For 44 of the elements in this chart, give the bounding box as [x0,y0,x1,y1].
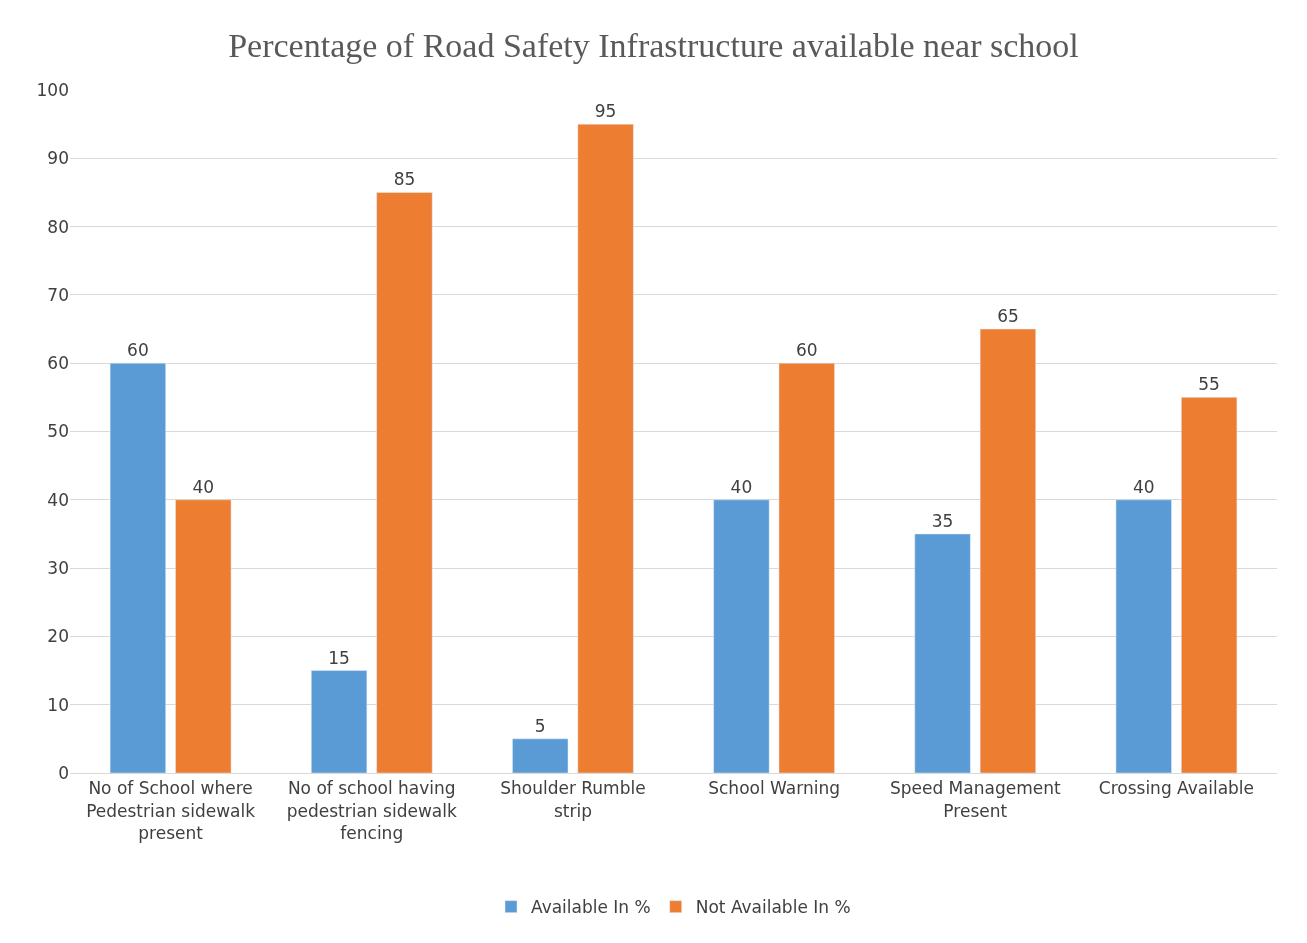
y-tick-label: 60 [47,353,69,374]
data-label: 55 [1198,374,1220,395]
x-tick-label: No of School where Pedestrian sidewalk present [86,778,256,843]
bar [1115,499,1172,773]
bar [1181,397,1238,773]
legend-label: Available In % [531,897,651,918]
x-tick-label: No of school having pedestrian sidewalk fencing [286,778,457,843]
bar [512,738,569,773]
data-label: 95 [594,101,617,122]
y-tick-label: 80 [47,216,69,237]
data-label: 40 [192,476,215,497]
bar [979,328,1036,773]
y-tick-label: 30 [47,558,69,579]
data-label: 85 [393,169,416,190]
x-tick-label: Speed Management Present [889,778,1061,821]
y-tick-label: 10 [47,694,69,715]
y-tick-label: 70 [47,284,69,305]
bar [577,123,634,773]
y-tick-label: 40 [47,489,69,510]
bar [376,192,433,773]
data-label: 60 [127,340,149,361]
y-tick-label: 50 [47,421,69,442]
y-tick-label: 0 [58,762,69,783]
y-tick-label: 90 [47,148,69,169]
x-tick-label: School Warning [708,778,840,799]
bar [914,533,971,773]
x-tick-label: Shoulder Rumble strip [500,778,646,821]
legend-label: Not Available In % [695,897,851,918]
y-tick-label: 20 [47,626,69,647]
data-label: 40 [730,476,753,497]
data-label: 5 [534,715,546,736]
data-label: 35 [931,510,954,531]
data-label: 40 [1132,476,1155,497]
bar [713,499,770,773]
bar [311,670,368,773]
bar [778,362,835,773]
bar [109,362,166,773]
bar [175,499,232,773]
chart-title: Percentage of Road Safety Infrastructure available near school [228,26,1079,64]
y-tick-label: 100 [36,79,69,100]
data-label: 65 [997,306,1019,327]
data-label: 15 [328,647,350,668]
data-label: 60 [795,340,818,361]
x-tick-label: Crossing Available [1098,778,1255,799]
